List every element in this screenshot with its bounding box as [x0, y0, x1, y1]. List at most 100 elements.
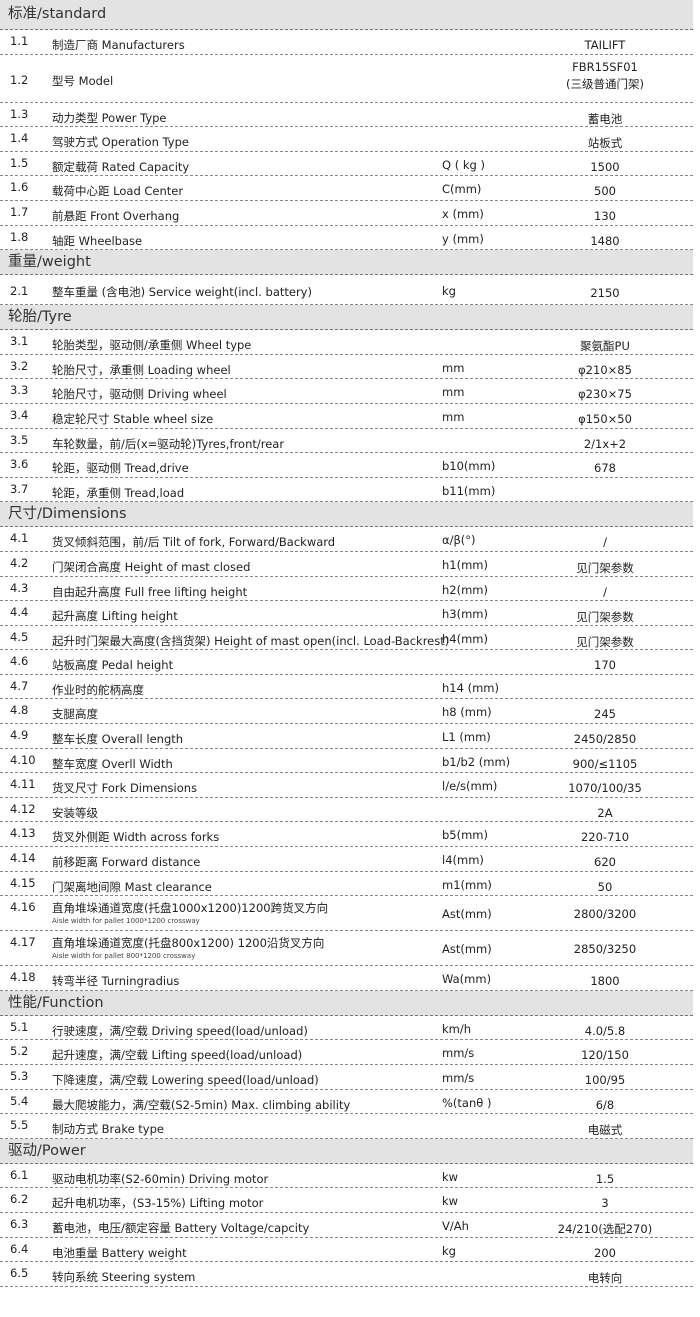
row-label: 货叉倾斜范围，前/后 Tilt of fork, Forward/Backwar… [52, 535, 336, 550]
row-number: 1.6 [10, 180, 29, 195]
row-label: 直角堆垛通道宽度(托盘800x1200) 1200沿货叉方向 [52, 936, 325, 951]
row-value: 245 [594, 707, 616, 722]
row-number: 1.5 [10, 155, 29, 170]
table-row: 3.3 轮胎尺寸，驱动侧 Driving wheel mm φ230×75 [0, 379, 693, 404]
row-unit: Q ( kg ) [442, 157, 485, 172]
row-number: 5.4 [10, 1093, 29, 1108]
row-unit: h14 (mm) [442, 680, 499, 695]
row-label: 自由起升高度 Full free lifting height [52, 584, 248, 599]
table-row: 4.6 站板高度 Pedal height 170 [0, 650, 693, 675]
row-label: 轮距，承重侧 Tread,load [52, 485, 185, 500]
row-label: 下降速度，满/空载 Lowering speed(load/unload) [52, 1073, 319, 1087]
row-label: 电池重量 Battery weight [52, 1245, 187, 1260]
row-number: 4.1 [10, 531, 29, 546]
row-unit: l4(mm) [442, 853, 484, 868]
table-row: 3.2 轮胎尺寸，承重侧 Loading wheel mm φ210×85 [0, 355, 693, 380]
row-value: 24/210(选配270) [557, 1221, 653, 1236]
row-value: 电转向 [587, 1271, 623, 1286]
row-value: 120/150 [581, 1048, 629, 1063]
value-line: FBR15SF01 [572, 59, 638, 74]
table-row: 3.4 稳定轮尺寸 Stable wheel size mm φ150×50 [0, 404, 693, 429]
row-value: 2A [597, 805, 613, 820]
row-value: TAILIFT [584, 38, 626, 52]
row-label: 轮胎尺寸，驱动侧 Driving wheel [52, 387, 227, 402]
row-unit: L1 (mm) [442, 730, 491, 745]
row-number: 6.1 [10, 1167, 29, 1182]
row-label: 行驶速度，满/空载 Driving speed(load/unload) [52, 1023, 308, 1038]
row-unit: b11(mm) [442, 483, 496, 498]
row-unit: α/β(°) [442, 533, 476, 548]
row-value: 电磁式 [587, 1123, 623, 1138]
table-row: 4.8 支腿高度 h8 (mm) 245 [0, 699, 693, 725]
row-label: 驱动电机功率(S2-60min) Driving motor [52, 1171, 269, 1186]
row-label: 稳定轮尺寸 Stable wheel size [52, 411, 214, 426]
row-value: 50 [597, 879, 613, 894]
row-number: 4.4 [10, 605, 29, 620]
table-row: 3.1 轮胎类型，驱动侧/承重侧 Wheel type 聚氨酯PU [0, 330, 693, 355]
row-number: 6.4 [10, 1241, 29, 1256]
section-header: 性能/Function [0, 990, 693, 1016]
row-number: 6.2 [10, 1192, 29, 1207]
row-number: 3.5 [10, 432, 29, 447]
row-unit: Ast(mm) [442, 942, 492, 957]
row-value: 200 [594, 1245, 616, 1260]
row-unit: kg [442, 1243, 456, 1258]
row-label: 货叉尺寸 Fork Dimensions [52, 781, 198, 796]
table-row: 6.4 电池重量 Battery weight kg 200 [0, 1238, 693, 1263]
table-row: 4.2 门架闭合高度 Height of mast closed h1(mm) 见门架… [0, 552, 693, 577]
row-number: 5.3 [10, 1069, 29, 1083]
row-value: 4.0/5.8 [584, 1023, 626, 1038]
row-label: 起升速度，满/空载 Lifting speed(load/unload) [52, 1048, 303, 1063]
row-value: 170 [594, 658, 616, 673]
row-value: 620 [594, 855, 616, 870]
row-unit: %(tanθ ) [442, 1095, 492, 1110]
row-number: 4.17 [10, 935, 36, 950]
row-unit: x (mm) [442, 206, 484, 221]
row-label: 载荷中心距 Load Center [52, 184, 184, 199]
row-value: 见门架参数 [576, 634, 634, 649]
row-number: 4.7 [10, 678, 29, 693]
row-value: 站板式 [587, 136, 623, 151]
table-row: 4.11 货叉尺寸 Fork Dimensions l/e/s(mm) 1070/10… [0, 773, 693, 798]
row-value: 1800 [590, 974, 620, 989]
table-row: 3.7 轮距，承重侧 Tread,load b11(mm) [0, 478, 693, 503]
row-sublabel: Aisle width for pallet 800*1200 crossway [52, 952, 196, 961]
row-number: 4.14 [10, 851, 36, 866]
row-number: 3.3 [10, 383, 29, 398]
row-label: 轮距，驱动侧 Tread,drive [52, 461, 189, 476]
section-header: 尺寸/Dimensions [0, 502, 693, 528]
row-number: 4.6 [10, 654, 29, 669]
row-value: 6/8 [595, 1097, 615, 1112]
row-unit: mm/s [442, 1046, 475, 1061]
table-row: 4.7 作业时的舵柄高度 h14 (mm) [0, 675, 693, 700]
table-row: 4.13 货叉外侧距 Width across forks b5(mm) 220-71… [0, 822, 693, 848]
row-label: 直角堆垛通道宽度(托盘1000x1200)1200跨货叉方向 [52, 901, 329, 916]
row-value: 聚氨酯PU [580, 339, 630, 354]
row-value: 1070/100/35 [568, 781, 642, 796]
table-row: 4.5 起升时门架最大高度(含挡货架) Height of mast open(i… [0, 626, 693, 651]
row-label: 整车长度 Overall length [52, 732, 184, 747]
row-label: 制动方式 Brake type [52, 1122, 164, 1137]
section-header: 标准/standard [0, 0, 693, 30]
table-row: 2.1 整车重量 (含电池) Service weight(incl. batte… [0, 275, 693, 306]
row-label: 轴距 Wheelbase [52, 233, 143, 248]
table-row: 4.9 整车长度 Overall length L1 (mm) 2450/2850 [0, 724, 693, 749]
row-number: 4.11 [10, 777, 36, 792]
row-number: 1.1 [10, 34, 29, 48]
row-number: 5.5 [10, 1118, 29, 1133]
row-number: 4.10 [10, 752, 36, 767]
row-unit: mm/s [442, 1071, 475, 1085]
row-sublabel: Aisle width for pallet 1000*1200 crosswa… [52, 917, 200, 926]
row-number: 3.4 [10, 407, 29, 422]
row-number: 1.8 [10, 229, 29, 244]
row-value: 2/1x+2 [583, 436, 627, 451]
table-row: 4.14 前移距离 Forward distance l4(mm) 620 [0, 847, 693, 872]
row-value: / [603, 535, 607, 550]
table-row: 4.3 自由起升高度 Full free lifting height h2(mm)… [0, 577, 693, 602]
row-unit: h3(mm) [442, 607, 488, 622]
row-value: 130 [594, 208, 616, 223]
row-label: 货叉外侧距 Width across forks [52, 830, 220, 845]
row-label: 门架离地间隙 Mast clearance [52, 879, 212, 894]
row-value: FBR15SF01 (三级普通门架) [540, 59, 670, 93]
table-row: 4.15 门架离地间隙 Mast clearance m1(mm) 50 [0, 872, 693, 897]
